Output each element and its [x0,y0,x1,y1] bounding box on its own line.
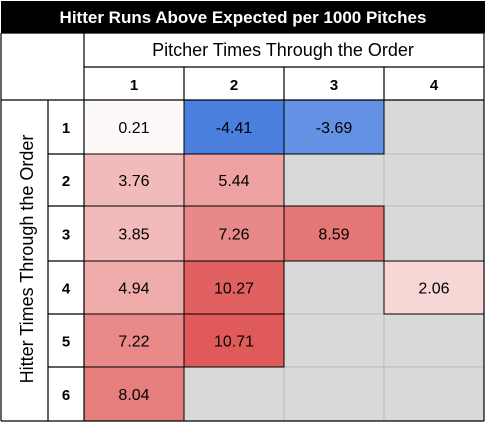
heatmap-cell [283,366,385,422]
heatmap-cell [383,313,485,368]
cell-value-label: 7.22 [118,334,149,351]
heatmap-cell [283,260,385,315]
cell-value-label: 3.76 [118,173,149,190]
chart-title: Hitter Runs Above Expected per 1000 Pitc… [60,8,427,27]
heatmap-cell [383,366,485,422]
row-tick-label: 1 [62,120,70,137]
cell-value-label: 8.04 [118,387,149,404]
x-axis-label: Pitcher Times Through the Order [152,40,414,60]
heatmap-cell [83,153,185,207]
row-tick-label: 3 [62,227,70,244]
heatmap-cell [283,99,385,155]
row-tick-label: 2 [62,173,70,190]
row-tick-label: 6 [62,387,70,404]
cell-value-label: 10.71 [214,334,254,351]
title-bar [1,1,485,33]
column-tick-label: 4 [430,77,439,94]
cell-value-label: 0.21 [118,120,149,137]
column-tick-label: 3 [330,77,338,94]
heatmap-cell [83,366,185,422]
cell-value-label: 4.94 [118,281,149,298]
heatmap-cell [283,313,385,368]
heatmap-cell [383,99,485,155]
heatmap-cell [83,313,185,368]
cell-value-label: 5.44 [218,173,249,190]
cell-border [183,313,285,368]
row-tick-label: 4 [62,281,71,298]
heatmap-grid: 0.21 -4.41 -3.69 3.76 5.44 3.85 7.26 8.59 4.94 10… [0,32,485,422]
column-tick-label: 2 [230,77,238,94]
heatmap-cell [183,205,285,262]
heatmap-cell [383,153,485,207]
heatmap-cell [283,153,385,207]
cell-value-label: 7.26 [218,227,249,244]
column-tick-label: 1 [130,77,138,94]
cell-value-label: -4.41 [216,120,253,137]
heatmap-cell [283,205,385,262]
cell-border [283,205,385,262]
heatmap-cell [183,366,285,422]
y-axis-label: Hitter Times Through the Order [17,135,37,384]
heatmap-cell [383,205,485,262]
heatmap-cell [183,260,285,315]
heatmap-cell [183,313,285,368]
cell-value-label: -3.69 [316,120,353,137]
row-tick-label: 5 [62,334,70,351]
heatmap-cell [83,99,185,155]
cell-value-label: 2.06 [418,281,449,298]
cell-value-label: 10.27 [214,281,254,298]
cell-value-label: 3.85 [118,227,149,244]
cell-value-label: 8.59 [318,227,349,244]
